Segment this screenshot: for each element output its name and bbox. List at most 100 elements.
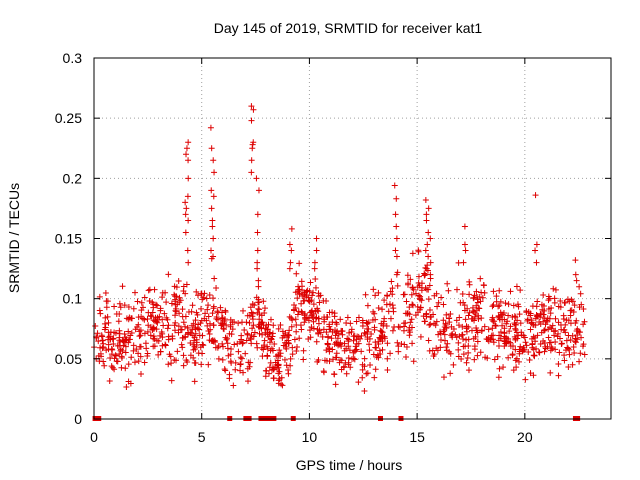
data-point [305,317,312,324]
data-point [552,327,559,334]
data-point [345,359,352,366]
data-point [404,272,411,279]
data-point [394,282,401,289]
data-point [557,297,564,304]
data-point [255,187,262,194]
data-point [179,306,186,313]
data-point [296,291,303,298]
data-point [221,366,228,373]
data-point [262,367,269,374]
data-point [487,335,494,342]
x-axis-label: GPS time / hours [296,457,403,473]
data-point [371,374,378,381]
data-point [243,319,250,326]
data-point [220,325,227,332]
data-point [171,283,178,290]
data-point [393,235,400,242]
data-point [395,323,402,330]
data-point [244,378,251,385]
data-point [223,322,230,329]
data-point [182,229,189,236]
data-point [210,305,217,312]
data-point [534,332,541,339]
data-point [99,337,106,344]
data-point [515,303,522,310]
data-point [506,328,513,335]
data-point [562,321,569,328]
data-point [384,340,391,347]
data-point [242,350,249,357]
data-point [370,286,377,293]
data-point [415,273,422,280]
data-point [264,345,271,352]
data-point [210,322,217,329]
data-point [490,332,497,339]
data-point [576,358,583,365]
data-point [478,315,485,322]
data-point [196,326,203,333]
data-point [137,353,144,360]
y-tick-label: 0.3 [63,50,83,66]
data-point [191,359,198,366]
data-point [122,365,129,372]
data-point [313,314,320,321]
data-point [474,352,481,359]
data-point [496,302,503,309]
data-point [122,349,129,356]
data-point [185,175,192,182]
data-point [466,309,473,316]
data-point [248,117,255,124]
data-point [152,317,159,324]
data-point [253,340,260,347]
data-point [289,344,296,351]
data-point [183,357,190,364]
data-point [135,314,142,321]
data-point [219,356,226,363]
data-point [521,346,528,353]
data-point [427,275,434,282]
data-point [393,223,400,230]
data-point [345,338,352,345]
data-point [215,343,222,350]
data-point [365,325,372,332]
data-point [422,271,429,278]
data-point [546,324,553,331]
data-point [524,316,531,323]
data-point [456,333,463,340]
data-point [246,319,253,326]
data-point [355,379,362,386]
data-point [254,265,261,272]
data-point [317,329,324,336]
data-point [573,317,580,324]
data-point [564,296,571,303]
data-point [350,337,357,344]
data-point [345,343,352,350]
data-point [457,299,464,306]
data-point [477,349,484,356]
data-point [244,312,251,319]
data-point [570,309,577,316]
data-point [379,346,386,353]
data-point [337,356,344,363]
data-point [501,343,508,350]
data-point [480,282,487,289]
data-point [168,360,175,367]
data-point [427,314,434,321]
data-point [137,371,144,378]
data-point [387,350,394,357]
data-point [498,311,505,318]
data-point [323,329,330,336]
data-point [542,321,549,328]
data-point [130,342,137,349]
data-point [337,339,344,346]
data-point [461,241,468,248]
data-point [172,312,179,319]
data-point [415,248,422,255]
data-point [534,298,541,305]
data-point [576,304,583,311]
data-point [409,301,416,308]
data-point [531,335,538,342]
data-point [210,235,217,242]
data-point [438,294,445,301]
